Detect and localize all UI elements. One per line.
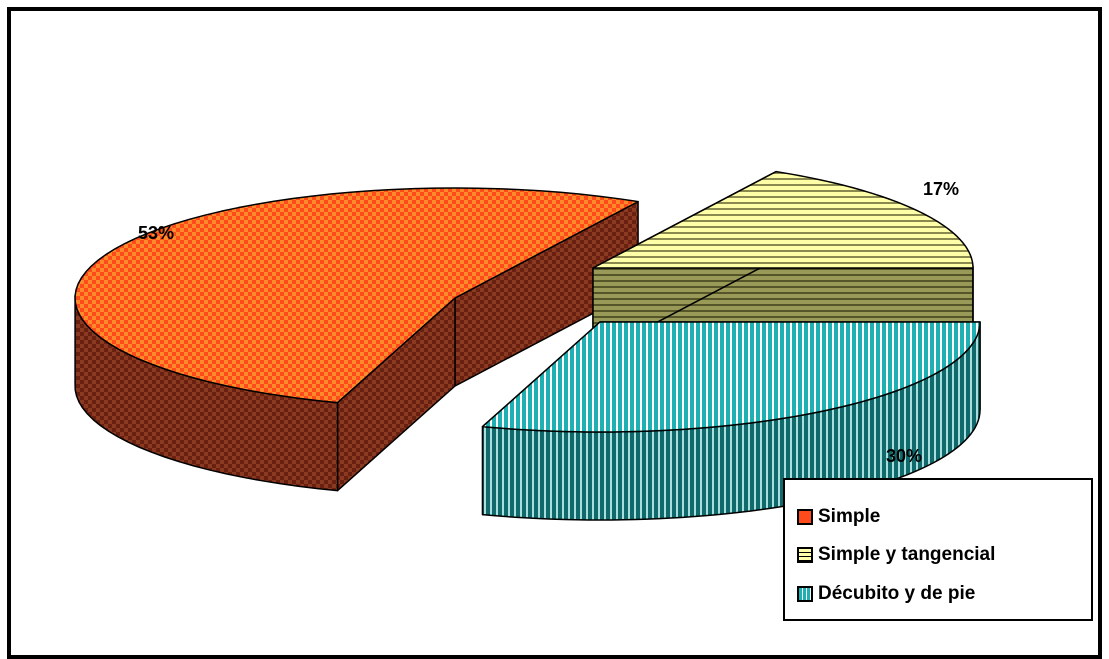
legend-item-simple: Simple [797, 505, 880, 529]
legend-label-simple-y-tangencial: Simple y tangencial [818, 544, 995, 566]
legend-item-simple-y-tangencial: Simple y tangencial [797, 543, 995, 567]
legend-label-simple: Simple [818, 506, 880, 528]
legend-label-decubito-y-de-pie: Décubito y de pie [818, 583, 975, 605]
data-label-simple: 53% [138, 223, 174, 243]
legend-swatch-decubito-y-de-pie [797, 586, 813, 602]
data-label-simple-y-tangencial: 17% [923, 179, 959, 199]
legend-swatch-simple [797, 509, 813, 525]
pie-slice-top-simple-y-tangencial [593, 172, 973, 268]
legend-item-decubito-y-de-pie: Décubito y de pie [797, 582, 975, 606]
chart-legend: Simple Simple y tangencial Décubito y de… [783, 478, 1093, 621]
data-label-decubito-y-de-pie: 30% [886, 446, 922, 466]
legend-swatch-simple-y-tangencial [797, 547, 813, 563]
